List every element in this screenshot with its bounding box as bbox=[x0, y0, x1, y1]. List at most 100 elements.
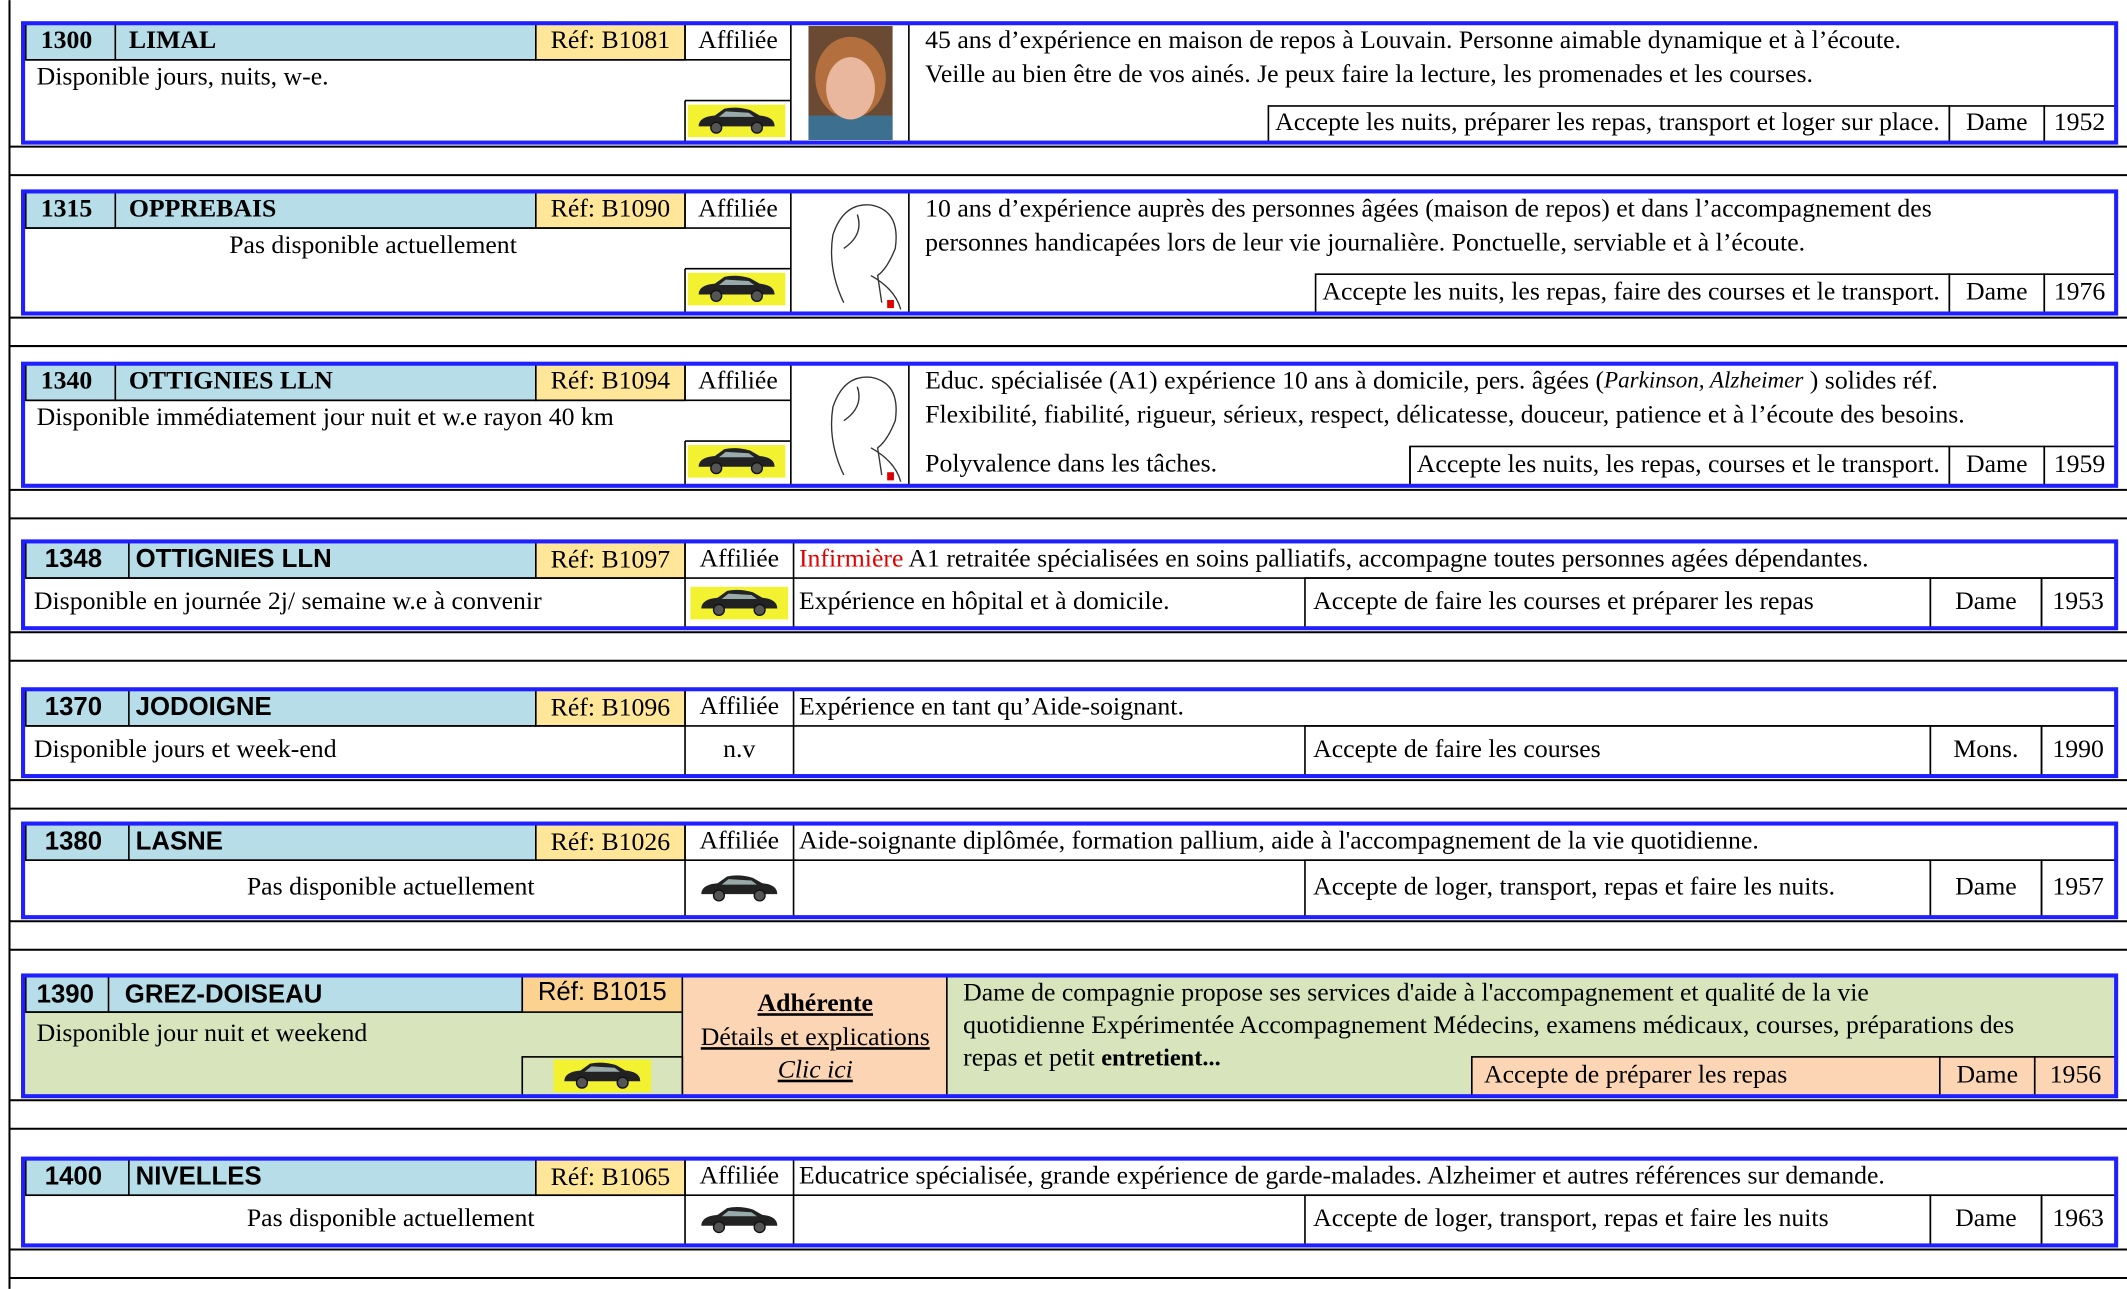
card-border bbox=[21, 361, 2119, 488]
description-text: Veille au bien être de vos ainés. Je peu… bbox=[925, 59, 1813, 88]
ref-cell bbox=[535, 22, 686, 61]
accepts: Accepte de loger, transport, repas et fa… bbox=[1313, 1203, 1829, 1232]
description-line: 45 ans d’expérience en maison de repos à… bbox=[925, 25, 1901, 54]
postal-code: 1315 bbox=[41, 193, 93, 222]
description-line: Flexibilité, fiabilité, rigueur, sérieux… bbox=[925, 400, 1965, 429]
postal-code: 1400 bbox=[45, 1162, 102, 1190]
car-body bbox=[701, 875, 778, 895]
ref-cell bbox=[535, 540, 686, 579]
description-text: A1 retraitée spécialisées en soins palli… bbox=[903, 543, 1868, 572]
car-wheel bbox=[710, 462, 723, 475]
city: OTTIGNIES LLN bbox=[129, 366, 333, 395]
reference: Réf: B1096 bbox=[551, 693, 671, 722]
description-text: personnes handicapées lors de leur vie j… bbox=[925, 227, 1805, 256]
car-wheel bbox=[753, 603, 766, 617]
car-body bbox=[701, 589, 778, 609]
status: Affiliée bbox=[699, 1161, 779, 1190]
description-line: 10 ans d’expérience auprès des personnes… bbox=[925, 193, 1932, 222]
gender: Dame bbox=[1966, 449, 2028, 478]
availability: Pas disponible actuellement bbox=[247, 872, 535, 901]
description-line: Dame de compagnie propose ses services d… bbox=[963, 977, 1869, 1006]
year: 1953 bbox=[2052, 586, 2104, 615]
availability: Pas disponible actuellement bbox=[229, 230, 517, 259]
car-body bbox=[698, 448, 775, 467]
availability: Disponible jours, nuits, w-e. bbox=[37, 62, 329, 91]
description-text: Educ. spécialisée (A1) expérience 10 ans… bbox=[925, 366, 1604, 395]
city: OTTIGNIES LLN bbox=[136, 545, 332, 573]
header-cell bbox=[24, 822, 537, 861]
reference: Réf: B1094 bbox=[551, 366, 671, 395]
card-border bbox=[21, 539, 2119, 631]
availability: Disponible immédiatement jour nuit et w.… bbox=[37, 402, 614, 431]
description-line: Aide-soignante diplômée, formation palli… bbox=[799, 825, 1759, 854]
card-border bbox=[21, 21, 2119, 145]
profile-photo bbox=[808, 25, 893, 140]
reference: Réf: B1081 bbox=[551, 25, 671, 54]
postal-code: 1348 bbox=[45, 545, 102, 573]
accepts: Accepte de faire les courses et préparer… bbox=[1313, 586, 1814, 615]
accent bbox=[887, 472, 894, 481]
accepts: Accepte les nuits, les repas, faire des … bbox=[1322, 277, 1939, 306]
car-wheel bbox=[750, 121, 764, 134]
city: OPPREBAIS bbox=[129, 193, 276, 222]
year: 1963 bbox=[2052, 1203, 2104, 1232]
description-text: Expérience en hôpital et à domicile. bbox=[799, 586, 1170, 615]
city: NIVELLES bbox=[136, 1162, 262, 1190]
status: Affiliée bbox=[698, 193, 778, 222]
car-wheel bbox=[753, 889, 766, 902]
status: Affiliée bbox=[699, 691, 779, 720]
membership-link[interactable]: Adhérente bbox=[758, 988, 873, 1017]
car-icon bbox=[687, 272, 786, 306]
reference: Réf: B1026 bbox=[551, 827, 671, 856]
availability: Disponible jour nuit et weekend bbox=[37, 1018, 368, 1047]
car-wheel bbox=[710, 121, 723, 134]
car-wheel bbox=[616, 1076, 629, 1089]
description-text: 45 ans d’expérience en maison de repos à… bbox=[925, 25, 1901, 54]
photo-face bbox=[826, 57, 875, 120]
reference: Réf: B1015 bbox=[538, 978, 667, 1006]
head-outline bbox=[830, 376, 897, 476]
header-cell bbox=[24, 1157, 537, 1197]
status: Affiliée bbox=[698, 366, 778, 395]
details-link[interactable]: Détails et explications bbox=[701, 1022, 930, 1051]
car-wheel bbox=[750, 289, 764, 302]
postal-code: 1300 bbox=[41, 25, 93, 54]
reference: Réf: B1065 bbox=[551, 1162, 671, 1191]
description-line: Expérience en tant qu’Aide-soignant. bbox=[799, 691, 1184, 720]
availability: Pas disponible actuellement bbox=[247, 1203, 535, 1232]
head-outline bbox=[830, 204, 897, 303]
gender: Dame bbox=[1955, 872, 2017, 901]
accepts: Accepte les nuits, les repas, courses et… bbox=[1417, 449, 1940, 478]
car-icon bbox=[701, 875, 778, 902]
description-line: Expérience en hôpital et à domicile. bbox=[799, 586, 1170, 615]
description-text: Aide-soignante diplômée, formation palli… bbox=[799, 825, 1759, 854]
car-window bbox=[718, 279, 755, 286]
accepts: Accepte de faire les courses bbox=[1313, 734, 1601, 763]
postal-code: 1340 bbox=[41, 366, 93, 395]
postal-code: 1370 bbox=[45, 693, 102, 721]
description-text: ) solides réf. bbox=[1803, 366, 1938, 395]
description-text: 10 ans d’expérience auprès des personnes… bbox=[925, 193, 1932, 222]
gender: Dame bbox=[1957, 1059, 2019, 1088]
description-line: Educatrice spécialisée, grande expérienc… bbox=[799, 1161, 1885, 1190]
gender: Dame bbox=[1966, 107, 2028, 136]
car-wheel bbox=[750, 462, 764, 475]
status: Affiliée bbox=[699, 543, 779, 572]
description-text: repas et petit bbox=[963, 1042, 1101, 1071]
car-icon bbox=[687, 445, 786, 478]
description-text: Infirmière bbox=[799, 543, 903, 572]
profile-placeholder bbox=[830, 376, 902, 482]
header-cell bbox=[24, 22, 537, 61]
car-icon bbox=[687, 104, 786, 138]
click-link[interactable]: Clic ici bbox=[778, 1055, 853, 1084]
card-border bbox=[21, 687, 2119, 779]
car-wheel bbox=[712, 1221, 726, 1234]
description-text: quotidienne Expérimentée Accompagnement … bbox=[963, 1010, 2014, 1039]
description-text: entretient... bbox=[1101, 1044, 1221, 1071]
year: 1952 bbox=[2054, 107, 2106, 136]
reference: Réf: B1097 bbox=[551, 545, 671, 574]
postal-code: 1380 bbox=[45, 827, 102, 855]
accent bbox=[887, 299, 894, 309]
description-text: Parkinson, Alzheimer bbox=[1603, 367, 1804, 393]
